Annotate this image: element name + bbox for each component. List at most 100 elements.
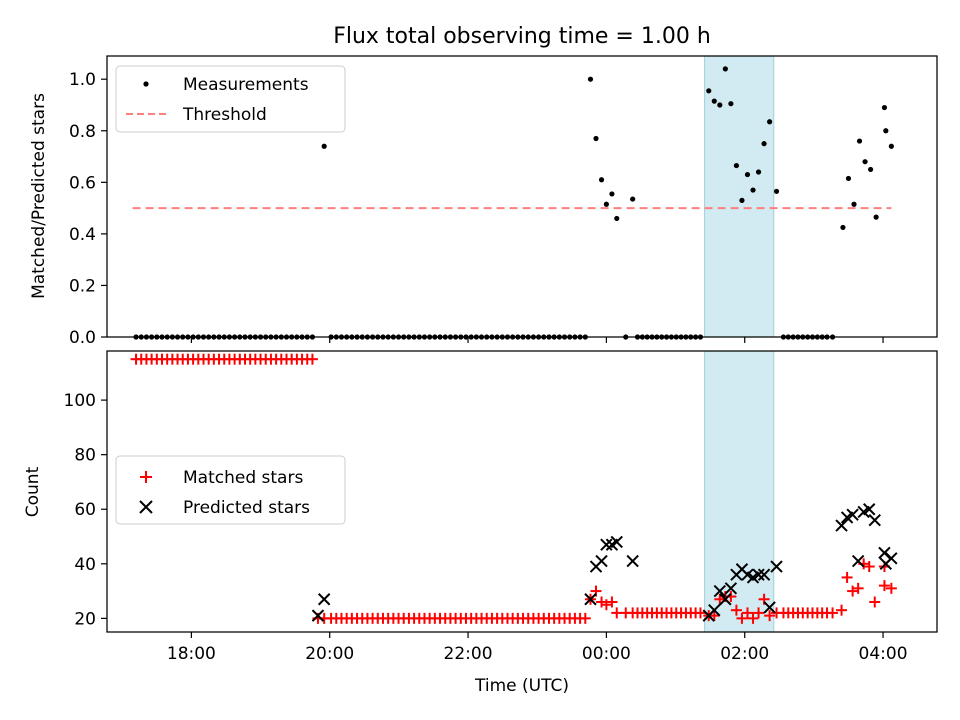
measurement-point [321, 143, 327, 149]
predicted-point [311, 609, 325, 622]
measurement-point [862, 159, 868, 165]
matched-point [747, 612, 759, 624]
predicted-point [584, 593, 597, 606]
predicted-point [863, 503, 876, 516]
measurement-point [883, 128, 889, 134]
predicted-point [846, 508, 859, 521]
predicted-point [885, 552, 898, 565]
predicted-point-b [770, 560, 783, 573]
y-tick-label: 0.6 [69, 173, 96, 193]
predicted-point [626, 554, 639, 568]
matched-point [836, 604, 848, 616]
measurement-point [706, 88, 712, 94]
x-axis-label: Time (UTC) [474, 676, 569, 696]
predicted-point-b [763, 601, 776, 614]
matched-point [869, 596, 881, 608]
x-tick-label: 18:00 [167, 644, 216, 664]
predicted-point-b [851, 554, 865, 568]
matched-point [741, 607, 753, 619]
predicted-point [835, 519, 848, 532]
predicted-point-b [724, 582, 738, 595]
predicted-point [708, 603, 721, 617]
measurement-point [598, 177, 605, 183]
predicted-point [851, 554, 865, 568]
matched-point [885, 582, 897, 594]
measurement-point [773, 188, 780, 194]
y-tick-label: 20 [74, 609, 96, 629]
matched-point [708, 610, 720, 622]
matched-point [306, 353, 318, 365]
predicted-point [878, 546, 891, 560]
top-legend-box [115, 65, 346, 133]
predicted-point-b [752, 568, 765, 581]
measurement-point [609, 191, 615, 197]
highlight-span-bottom [704, 350, 775, 633]
counts-panel: 18:00 20:00 22:00 00:00 02:00 04:00 20 40 60 80 10… [23, 350, 938, 696]
predicted-point [868, 513, 881, 527]
predicted-point-b [595, 554, 608, 568]
top-legend: Measurements Threshold [115, 65, 346, 133]
measurement-point [728, 101, 734, 107]
matched-point [847, 585, 859, 597]
predicted-point-b [868, 513, 881, 527]
measurement-point [856, 138, 863, 144]
predicted-point-b [600, 538, 613, 551]
matched-point [863, 561, 875, 573]
bottom-legend: Matched stars Predicted stars [115, 455, 346, 525]
measurement-point [717, 102, 723, 108]
top-y-axis-label: Matched/Predicted stars [29, 93, 49, 299]
measurement-point [868, 166, 874, 173]
predicted-point-b [835, 519, 848, 532]
measurement-point [733, 162, 740, 169]
y-tick-label: 0.8 [69, 122, 96, 142]
matched-point [600, 599, 612, 611]
legend-predicted-label: Predicted stars [183, 498, 310, 518]
series-matched-stars [130, 353, 897, 624]
y-tick-label: 1.0 [69, 70, 96, 90]
y-tick-label: 0.2 [69, 276, 96, 296]
measurement-point [873, 214, 879, 220]
measurement-point [630, 196, 636, 202]
y-tick-label: 0.4 [69, 225, 96, 245]
x-tick-label: 00:00 [582, 644, 631, 664]
predicted-point [600, 538, 613, 551]
bottom-legend-box [115, 455, 346, 525]
predicted-point [595, 554, 608, 568]
top-axes-frame [106, 55, 938, 338]
predicted-point-b [626, 554, 639, 568]
y-tick-label: 40 [74, 555, 96, 575]
chart-title: Flux total observing time = 1.00 h [333, 24, 711, 49]
predicted-point-b [719, 593, 732, 606]
measurement-point [750, 187, 756, 193]
matched-point [579, 612, 591, 624]
y-tick-label: 80 [74, 446, 96, 466]
legend-matched-marker [140, 471, 152, 483]
predicted-point-b [741, 568, 754, 581]
ratio-panel: Flux total observing time = 1.00 h 0.0 0.… [29, 24, 938, 348]
matched-point [841, 571, 853, 583]
predicted-point-b [885, 552, 898, 565]
matched-point [878, 580, 890, 592]
highlight-span-top [704, 55, 775, 338]
predicted-point-b [311, 609, 325, 622]
bottom-axis-ticks: 18:00 20:00 22:00 00:00 02:00 04:00 20 40 60 80 10… [64, 391, 908, 664]
measurement-point [881, 104, 888, 111]
series-predicted-stars [311, 503, 898, 622]
measurement-point [744, 171, 751, 178]
matched-point [606, 596, 618, 608]
bottom-y-axis-label: Count [23, 466, 43, 517]
measurement-point [851, 201, 857, 207]
predicted-point [713, 584, 727, 598]
measurement-point [593, 135, 599, 142]
predicted-point-b [584, 593, 597, 606]
legend-matched-label: Matched stars [183, 468, 303, 488]
predicted-point-b [610, 535, 623, 549]
predicted-point [757, 568, 771, 581]
measurement-point [603, 201, 609, 207]
measurement-point [888, 143, 894, 149]
predicted-point [752, 568, 765, 581]
measurement-point [614, 215, 620, 222]
legend-measurements-marker [143, 81, 149, 87]
predicted-point [317, 593, 331, 606]
